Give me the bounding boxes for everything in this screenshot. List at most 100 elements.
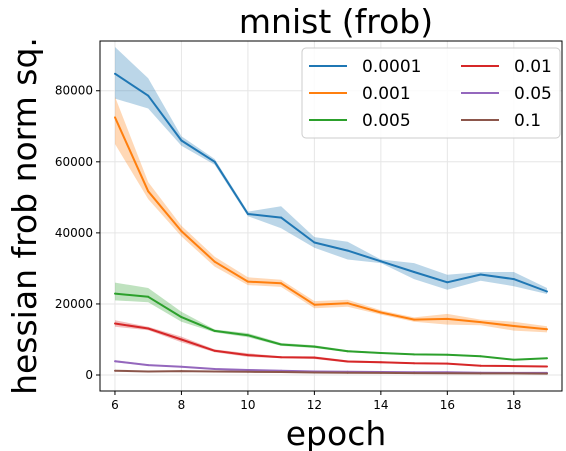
data-point — [346, 302, 349, 305]
data-point — [180, 370, 183, 373]
data-point — [446, 281, 449, 284]
data-point — [479, 372, 482, 375]
data-point — [114, 322, 116, 325]
data-point — [114, 360, 116, 363]
data-point — [346, 360, 349, 363]
data-point — [379, 352, 382, 354]
series-line-0.01 — [114, 322, 548, 368]
data-point — [147, 370, 150, 373]
data-point — [280, 371, 283, 373]
series-line-0.1 — [114, 369, 548, 375]
data-point — [313, 345, 316, 348]
data-point — [546, 357, 548, 360]
legend-label-0.005: 0.005 — [362, 111, 411, 131]
series-lines — [114, 72, 548, 375]
data-point — [346, 249, 349, 252]
x-tick-label: 18 — [506, 398, 521, 412]
data-point — [446, 362, 449, 365]
data-point — [114, 116, 116, 119]
data-point — [379, 260, 382, 263]
data-point — [512, 365, 515, 368]
data-point — [114, 292, 116, 295]
legend-label-0.01: 0.01 — [514, 57, 552, 77]
y-tick-label: 20000 — [55, 297, 93, 311]
data-point — [512, 372, 515, 375]
legend-label-0.05: 0.05 — [514, 84, 552, 104]
data-point — [147, 327, 150, 330]
data-point — [180, 316, 183, 319]
y-tick-label: 0 — [85, 368, 93, 382]
data-point — [180, 365, 183, 368]
x-tick-label: 10 — [240, 398, 255, 412]
series-line-0.0001 — [114, 72, 548, 293]
data-point — [246, 213, 249, 215]
legend-label-0.001: 0.001 — [362, 84, 411, 104]
data-point — [413, 271, 416, 273]
data-point — [147, 295, 150, 298]
x-axis-label: epoch — [286, 414, 387, 451]
band-0.0001 — [115, 47, 547, 294]
series-line-0.005 — [114, 292, 548, 361]
data-point — [246, 354, 249, 357]
data-point — [546, 328, 548, 331]
y-tick-label: 40000 — [55, 226, 93, 240]
data-point — [512, 325, 515, 327]
data-point — [147, 190, 150, 193]
data-point — [147, 94, 150, 97]
legend-frame — [301, 47, 561, 139]
plot-frame — [99, 40, 563, 392]
data-point — [413, 372, 416, 375]
chart-title: mnist (frob) — [239, 2, 433, 41]
data-point — [379, 361, 382, 364]
data-point — [213, 370, 216, 373]
data-point — [413, 362, 416, 365]
data-point — [313, 356, 316, 359]
data-point — [512, 278, 515, 281]
data-point — [280, 356, 283, 359]
data-point — [313, 241, 316, 244]
data-point — [479, 321, 482, 324]
data-point — [147, 364, 150, 367]
data-point — [413, 318, 416, 321]
legend-label-0.0001: 0.0001 — [362, 57, 421, 77]
y-tick-label: 80000 — [55, 84, 93, 98]
data-point — [246, 370, 249, 373]
data-point — [546, 372, 548, 375]
data-point — [114, 72, 116, 75]
x-tick-label: 6 — [111, 398, 119, 412]
legend-label-0.1: 0.1 — [514, 111, 541, 131]
data-point — [346, 371, 349, 374]
data-point — [114, 369, 116, 372]
x-tick-label: 16 — [440, 398, 455, 412]
data-point — [180, 230, 183, 233]
data-point — [479, 273, 482, 276]
data-point — [479, 355, 482, 358]
y-axis-ticks: 0 20000 40000 60000 80000 — [55, 84, 100, 382]
y-axis-label: hessian frob norm sq. — [5, 37, 44, 395]
data-point — [479, 364, 482, 367]
data-point — [213, 349, 216, 352]
data-point — [379, 311, 382, 314]
x-axis-ticks: 6 8 10 12 14 16 18 — [111, 391, 521, 412]
data-point — [313, 371, 316, 374]
data-point — [280, 216, 283, 219]
data-point — [313, 303, 316, 306]
legend: 0.0001 0.001 0.005 0.01 0.05 0.1 — [301, 47, 561, 139]
data-point — [446, 372, 449, 375]
data-point — [213, 329, 216, 332]
data-point — [379, 371, 382, 374]
series-line-0.001 — [114, 116, 548, 331]
x-tick-label: 14 — [373, 398, 388, 412]
data-point — [446, 353, 449, 356]
x-tick-label: 8 — [178, 398, 186, 412]
data-point — [446, 317, 449, 320]
data-point — [246, 369, 249, 371]
data-point — [546, 290, 548, 293]
data-point — [213, 260, 216, 263]
data-point — [280, 343, 283, 346]
data-point — [280, 282, 283, 285]
data-point — [180, 338, 183, 341]
data-point — [413, 353, 416, 356]
data-point — [180, 139, 183, 142]
